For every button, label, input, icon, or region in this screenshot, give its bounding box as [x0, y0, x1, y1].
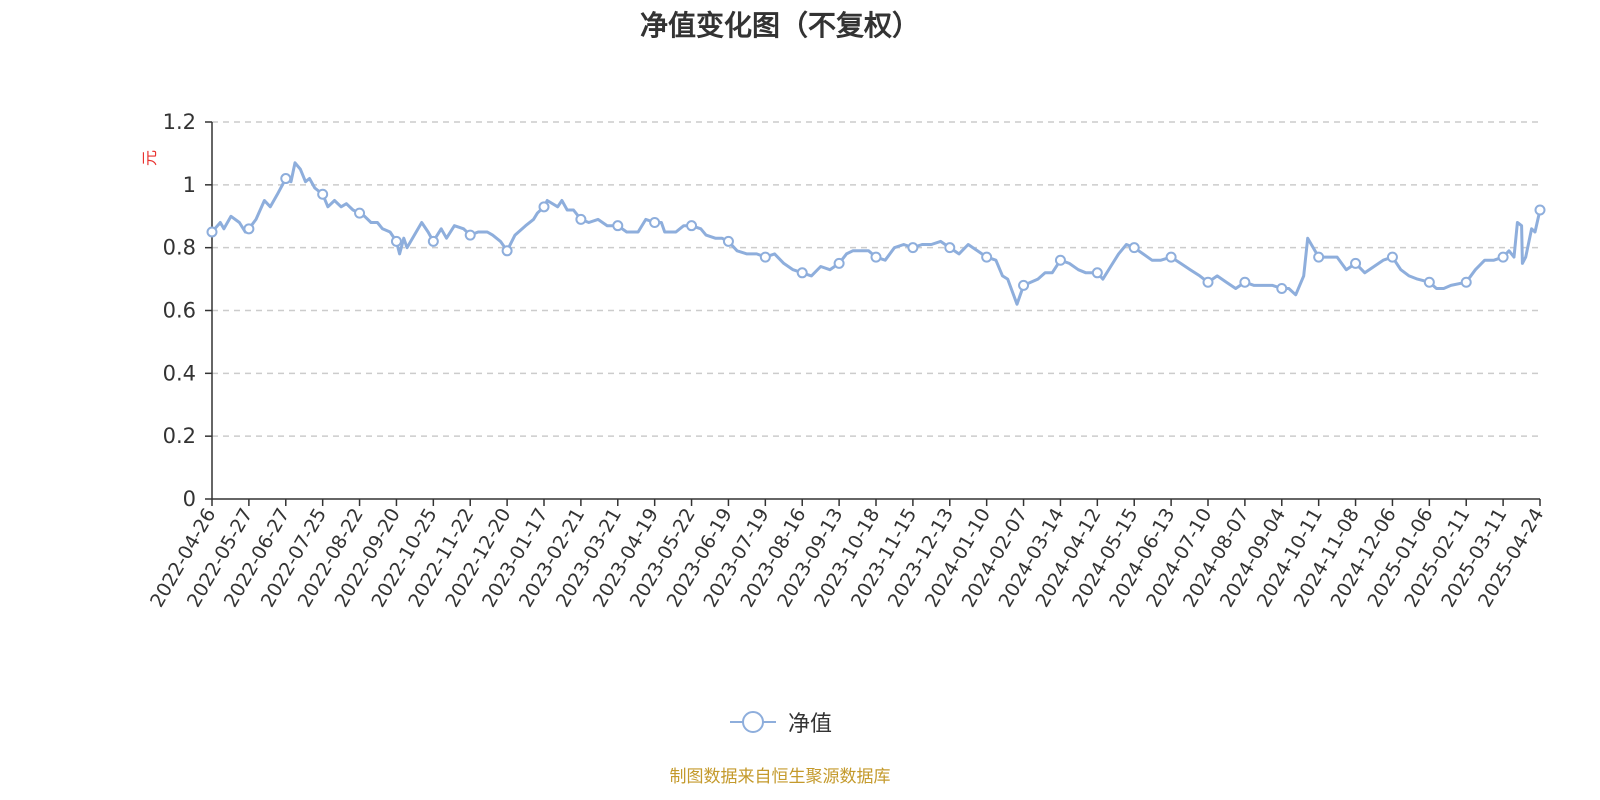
y-tick-label: 0.8: [163, 236, 196, 260]
data-point[interactable]: [317, 188, 329, 200]
data-point[interactable]: [686, 220, 698, 232]
data-point[interactable]: [1202, 276, 1214, 288]
y-axis-unit-label: 元: [140, 150, 159, 166]
data-point[interactable]: [1313, 251, 1325, 263]
data-point[interactable]: [464, 229, 476, 241]
source-note: 制图数据来自恒生聚源数据库: [669, 767, 891, 787]
data-point[interactable]: [759, 251, 771, 263]
data-point[interactable]: [1423, 276, 1435, 288]
data-point[interactable]: [1054, 254, 1066, 266]
y-tick-label: 1.2: [163, 110, 196, 134]
data-point[interactable]: [354, 207, 366, 219]
data-point[interactable]: [870, 251, 882, 263]
y-tick-label: 1: [183, 173, 196, 197]
data-point[interactable]: [1018, 279, 1030, 291]
data-point[interactable]: [833, 257, 845, 269]
data-point[interactable]: [612, 220, 624, 232]
data-point[interactable]: [1497, 251, 1509, 263]
data-point[interactable]: [1276, 283, 1288, 295]
data-point[interactable]: [649, 217, 661, 229]
data-point[interactable]: [722, 235, 734, 247]
data-point[interactable]: [538, 201, 550, 213]
data-point[interactable]: [280, 173, 292, 185]
y-tick-label: 0.6: [163, 299, 196, 323]
x-tick-labels: 2022-04-262022-05-272022-06-272022-07-25…: [146, 504, 1548, 611]
data-point[interactable]: [427, 235, 439, 247]
data-point[interactable]: [390, 235, 402, 247]
data-point[interactable]: [1386, 251, 1398, 263]
data-point[interactable]: [944, 242, 956, 254]
data-point[interactable]: [1239, 276, 1251, 288]
grid-lines: [212, 121, 1540, 437]
y-tick-label: 0.4: [163, 361, 196, 385]
data-point[interactable]: [1091, 267, 1103, 279]
legend[interactable]: 净值: [0, 706, 1560, 743]
y-tick-labels: 0 0.2 0.4 0.6 0.8 1 1.2: [163, 110, 196, 511]
y-tick-label: 0.2: [163, 424, 196, 448]
data-point[interactable]: [1534, 204, 1546, 216]
data-point[interactable]: [575, 213, 587, 225]
legend-line-circle-icon: [729, 711, 776, 733]
series-line-净值: [210, 161, 1542, 306]
y-tick-label: 0: [183, 487, 196, 511]
data-point[interactable]: [981, 251, 993, 263]
data-point[interactable]: [206, 226, 218, 238]
data-point[interactable]: [1350, 257, 1362, 269]
data-point[interactable]: [907, 242, 919, 254]
axes: [205, 121, 1541, 506]
data-point[interactable]: [796, 267, 808, 279]
chart-title: 净值变化图（不复权）: [639, 9, 920, 42]
data-point[interactable]: [1128, 242, 1140, 254]
data-point[interactable]: [1165, 251, 1177, 263]
data-point[interactable]: [243, 223, 255, 235]
data-point[interactable]: [1460, 276, 1472, 288]
legend-label: 净值: [787, 712, 832, 737]
data-point[interactable]: [501, 245, 513, 257]
series-points: [206, 173, 1546, 295]
